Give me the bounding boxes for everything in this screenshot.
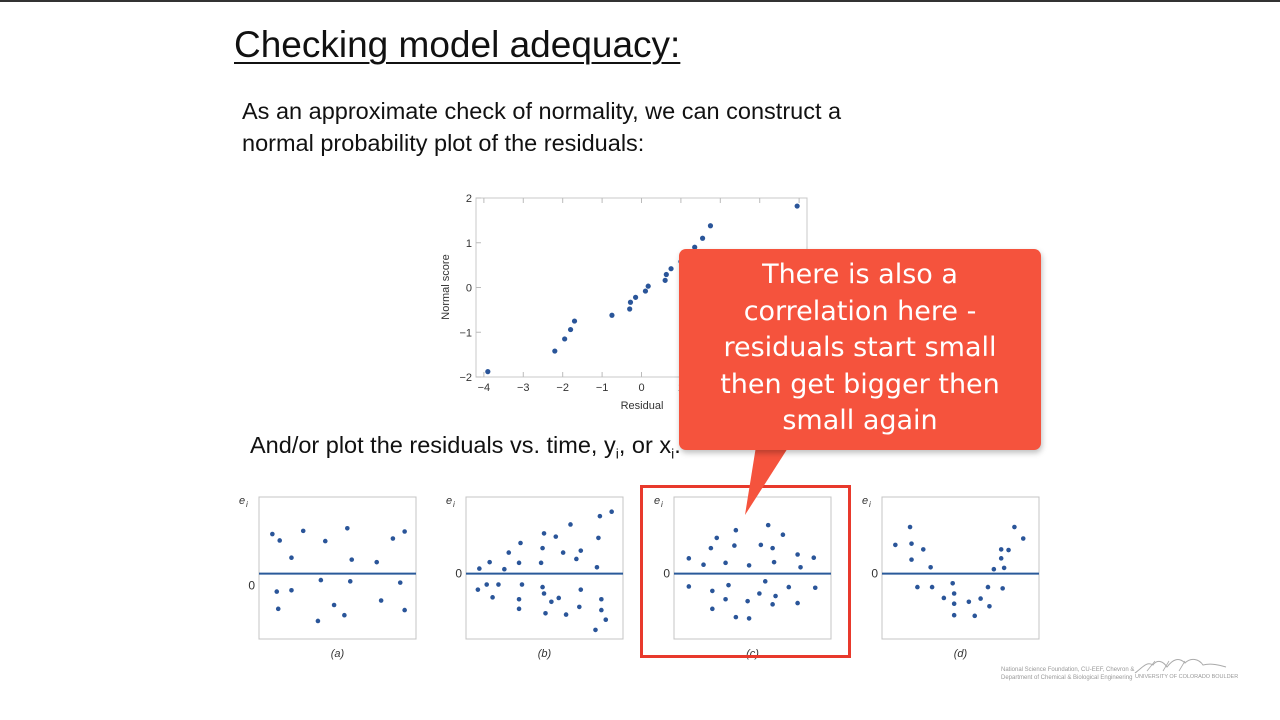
svg-text:0: 0 — [871, 567, 878, 581]
credit-line-1: National Science Foundation, CU-EEF, Che… — [1001, 667, 1135, 673]
svg-text:Residual: Residual — [621, 400, 664, 412]
svg-text:i: i — [453, 500, 455, 509]
callout-bubble: There is also a correlation here - resid… — [679, 249, 1041, 450]
svg-text:e: e — [239, 495, 245, 507]
svg-text:e: e — [654, 495, 660, 507]
svg-text:i: i — [661, 500, 663, 509]
highlight-box-panel-c — [640, 485, 851, 658]
callout-line-1: There is also a — [762, 259, 958, 290]
svg-text:Normal score: Normal score — [440, 254, 452, 319]
callout-pointer — [745, 440, 793, 515]
svg-text:e: e — [862, 495, 868, 507]
para2-suffix: . — [674, 432, 681, 458]
residuals-vs-time-text: And/or plot the residuals vs. time, yi, … — [250, 432, 681, 462]
svg-text:1: 1 — [466, 238, 472, 250]
svg-text:(a): (a) — [331, 648, 345, 660]
para2-prefix: And/or plot the residuals vs. time, y — [250, 432, 616, 458]
svg-text:−2: −2 — [556, 382, 569, 394]
svg-text:e: e — [446, 495, 452, 507]
callout-line-3: residuals start small — [723, 332, 997, 363]
svg-text:−3: −3 — [517, 382, 530, 394]
svg-text:0: 0 — [638, 382, 644, 394]
slide-title: Checking model adequacy: — [234, 24, 681, 65]
svg-text:0: 0 — [248, 579, 255, 593]
callout-line-5: small again — [782, 405, 938, 436]
svg-text:0: 0 — [466, 283, 472, 295]
svg-text:0: 0 — [663, 567, 670, 581]
svg-text:−2: −2 — [459, 372, 472, 384]
residual-panel-a: e i 0 (a) — [239, 495, 417, 660]
svg-text:i: i — [869, 500, 871, 509]
callout-line-2: correlation here - — [743, 295, 977, 327]
intro-paragraph: As an approximate check of normality, we… — [242, 95, 841, 159]
top-border — [0, 0, 1280, 2]
intro-line-1: As an approximate check of normality, we… — [242, 98, 842, 124]
svg-text:2: 2 — [466, 193, 472, 205]
para2-mid: , or x — [618, 432, 672, 458]
svg-text:−4: −4 — [478, 382, 491, 394]
svg-text:i: i — [246, 500, 248, 509]
svg-text:−1: −1 — [459, 327, 472, 339]
mountain-logo-icon — [1134, 658, 1227, 674]
university-name: UNIVERSITY OF COLORADO BOULDER — [1135, 674, 1239, 680]
callout-text: There is also a correlation here - resid… — [679, 257, 1041, 440]
svg-text:0: 0 — [455, 567, 462, 581]
footer-credit: National Science Foundation, CU-EEF, Che… — [1001, 666, 1134, 682]
svg-text:(b): (b) — [538, 648, 552, 660]
para2-sub-x: i — [671, 445, 675, 462]
svg-text:(d): (d) — [954, 648, 968, 660]
intro-line-2: normal probability plot of the residuals… — [242, 130, 645, 156]
svg-text:−1: −1 — [596, 382, 609, 394]
callout-line-4: then get bigger then — [720, 368, 1000, 400]
residual-panel-b: e i 0 (b) — [446, 495, 624, 660]
credit-line-2: Department of Chemical & Biological Engi… — [1001, 675, 1133, 681]
residual-panel-d: e i 0 (d) — [862, 495, 1040, 660]
para2-sub-y: i — [615, 445, 619, 462]
